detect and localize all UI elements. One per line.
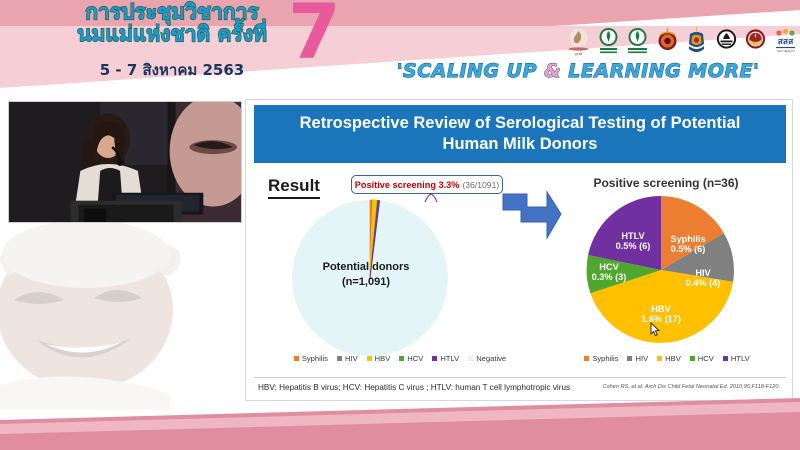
thai-title-line-2: นมแม่แห่งชาติ ครั้งที่ [76, 22, 267, 47]
tagline-part-2: LEARNING MORE' [561, 60, 760, 83]
legend-label: HIV [635, 354, 649, 363]
legend-swatch-syphilis [584, 356, 590, 361]
thaihealth-sss-logo: สสส THAI HEALTH [773, 26, 798, 56]
legend-item: Negative [468, 354, 506, 363]
svg-text:THAI HEALTH: THAI HEALTH [776, 49, 794, 53]
legend-swatch-htlv [722, 356, 728, 361]
conference-tagline: 'SCALING UP & LEARNING MORE' [358, 60, 798, 83]
pie-left-label-line-1: Potential donors [322, 261, 410, 273]
svg-text:มูลนิธิ: มูลนิธิ [575, 52, 583, 56]
legend-label: HIV [344, 354, 358, 363]
legend-swatch-hcv [399, 356, 405, 361]
legend-swatch-hbv [366, 356, 372, 361]
conference-date: 5 - 7 สิงหาคม 2563 [99, 61, 245, 79]
legend-swatch-hcv [689, 356, 695, 361]
positive-screening-callout: Positive screening 3.3% (36/1091) [351, 175, 503, 194]
legend-item: HTLV [722, 354, 750, 363]
svg-text:0.3% (3): 0.3% (3) [592, 272, 627, 282]
presentation-slide: Retrospective Review of Serological Test… [245, 99, 793, 401]
svg-text:0.5% (6): 0.5% (6) [671, 244, 706, 254]
pie-chart-positive-screening: Syphilis 0.5% (6) HIV 0.4% (4) HBV 1.6% (17… [576, 192, 746, 352]
legend-item: HTLV [432, 354, 459, 363]
svg-text:HBV: HBV [651, 304, 671, 314]
legend-label: Negative [476, 354, 507, 363]
legend-label: Syphilis [301, 354, 328, 363]
legend-label: HCV [407, 354, 424, 363]
legend-swatch-htlv [432, 356, 438, 361]
legend-label: Syphilis [592, 354, 619, 363]
arrow-right-down-icon [502, 190, 562, 240]
department-health-logo [625, 26, 650, 56]
tagline-part-1: 'SCALING UP [396, 60, 545, 83]
legend-label: HBV [665, 354, 681, 363]
svg-text:Syphilis: Syphilis [670, 234, 705, 244]
legend-item: Syphilis [584, 354, 618, 363]
legend-item: HBV [366, 354, 391, 363]
legend-item: Syphilis [293, 354, 328, 363]
callout-percent: Positive screening 3.3% [354, 179, 460, 190]
legend-left: Syphilis HIV HBV HCV HTLV Negative [270, 354, 530, 363]
royal-crest-logo [684, 26, 709, 56]
foundation-logo: มูลนิธิ [566, 26, 591, 56]
nursing-council-logo [714, 26, 739, 56]
pie-left-label-line-2: (n=1,091) [342, 275, 390, 288]
legend-label: HTLV [440, 354, 460, 363]
footnote-abbreviations: HBV: Hepatitis B virus; HCV: Hepatitis C… [258, 382, 571, 392]
legend-label: HTLV [730, 354, 750, 363]
legend-swatch-hbv [657, 356, 663, 361]
legend-right: Syphilis HIV HBV HCV HTLV [552, 354, 782, 363]
svg-text:HCV: HCV [599, 262, 619, 272]
result-heading: Result [268, 176, 320, 199]
royal-emblem-logo [655, 26, 680, 56]
sponsor-logos: มูลนิธิ สสส THAI HEALTH [566, 24, 798, 58]
svg-text:0.5% (6): 0.5% (6) [616, 241, 651, 251]
legend-swatch-hiv [336, 356, 342, 361]
pie-left-center-label: Potential donors (n=1,091) [286, 260, 446, 290]
tagline-ampersand: & [544, 60, 562, 83]
legend-item: HIV [627, 354, 648, 363]
footnote-citation: Cohen RS, et al. Arch Dis Child Fetal Ne… [602, 384, 780, 390]
legend-item: HBV [657, 354, 681, 363]
legend-swatch-syphilis [293, 356, 299, 361]
speaker-video-feed[interactable] [8, 101, 242, 223]
svg-text:HIV: HIV [695, 268, 711, 278]
callout-fraction: (36/1091) [462, 179, 500, 190]
svg-text:0.4% (4): 0.4% (4) [686, 278, 721, 288]
legend-item: HIV [336, 354, 358, 363]
legend-item: HCV [689, 354, 714, 363]
medical-council-logo [743, 26, 768, 56]
legend-label: HBV [374, 354, 391, 363]
legend-label: HCV [697, 354, 714, 363]
svg-text:สสส: สสส [778, 36, 794, 46]
pie-chart-potential-donors [261, 198, 479, 358]
edition-number: 7 [288, 0, 341, 76]
legend-item: HCV [399, 354, 423, 363]
svg-text:HTLV: HTLV [621, 231, 645, 241]
conference-thai-title: การประชุมวิชาการ นมแม่แห่งชาติ ครั้งที่ [22, 0, 322, 47]
svg-text:1.6% (17): 1.6% (17) [641, 314, 681, 324]
legend-swatch-negative [468, 356, 474, 361]
callout-pointer [424, 193, 438, 203]
slide-title: Retrospective Review of Serological Test… [254, 105, 786, 163]
legend-swatch-hiv [627, 356, 633, 361]
ministry-health-logo [596, 26, 621, 56]
mouse-cursor [650, 322, 661, 337]
thai-title-line-1: การประชุมวิชาการ [85, 0, 260, 24]
pie-right-title: Positive screening (n=36) [593, 176, 739, 190]
slide-footnote: HBV: Hepatitis B virus; HCV: Hepatitis C… [254, 377, 786, 396]
